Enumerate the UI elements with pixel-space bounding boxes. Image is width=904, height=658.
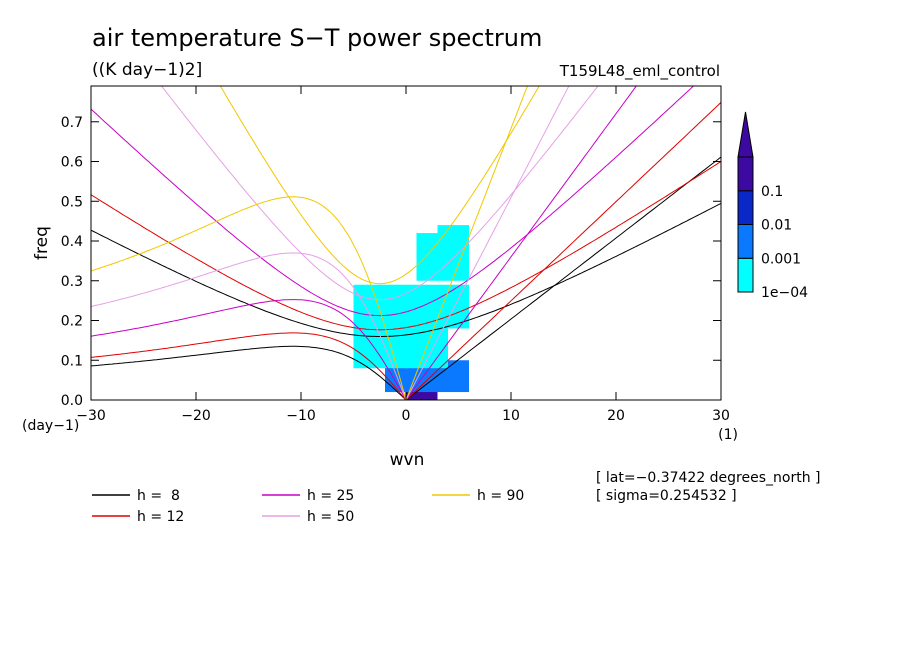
x-tick-label: 20 (607, 408, 625, 424)
y-tick-label: 0.0 (61, 393, 83, 409)
colorbar-extend-arrow (737, 111, 754, 158)
rossby-gravity-curve-h8 (91, 345, 407, 400)
y-tick-label: 0.1 (61, 353, 83, 369)
colorbar-label: 0.001 (761, 251, 801, 267)
y-tick-label: 0.3 (61, 274, 83, 290)
colorbar-segment (737, 224, 754, 259)
run-label: T159L48_eml_control (559, 62, 720, 81)
inertio-gravity-curve-h25 (91, 86, 695, 317)
inertio-gravity-curve-h12 (91, 160, 721, 331)
sigma-annotation: [ sigma=0.254532 ] (596, 488, 737, 504)
legend-label: h = 12 (137, 509, 184, 525)
rossby-gravity-curve-h90 (91, 196, 407, 400)
y-tick-label: 0.4 (61, 234, 83, 250)
kelvin-curve-h50 (405, 86, 570, 400)
curve-legend: h = 8 h = 12 h = 25 h = 50 h = 90 (92, 488, 524, 525)
legend-label: h = 25 (307, 488, 354, 504)
colorbar-segment (737, 257, 754, 293)
x-tick-label: −10 (286, 408, 316, 424)
colorbar-segment (737, 156, 754, 192)
rossby-gravity-curve-h12 (91, 332, 407, 400)
x-tick-label: 10 (502, 408, 520, 424)
x-tick-label: −30 (76, 408, 106, 424)
x-tick-label: 30 (712, 408, 730, 424)
y-unit-label: (day−1) (22, 418, 79, 434)
x-unit-label: (1) (718, 427, 738, 443)
y-tick-label: 0.7 (61, 115, 83, 131)
kelvin-curve-h90 (405, 86, 528, 400)
spectral-patch-6 (437, 225, 469, 249)
colorbar-label: 0.1 (761, 184, 783, 200)
inertio-gravity-curve-h50 (160, 86, 599, 301)
colorbar-segment (737, 190, 754, 225)
x-axis-label: wvn (390, 450, 425, 470)
axis-ticks: −30 −20 −10 0 10 20 30 0.0 0.1 0.2 0.3 0.4 0.5 0.6 0.7 (61, 86, 730, 424)
kelvin-curve-h25 (405, 86, 637, 400)
legend-label: h = 90 (477, 488, 524, 504)
y-tick-label: 0.5 (61, 194, 83, 210)
colorbar: 1e−04 0.001 0.01 0.1 (737, 111, 808, 301)
y-axis-label: freq (32, 226, 52, 260)
colorbar-label: 1e−04 (761, 285, 808, 301)
kelvin-curve-h12 (405, 101, 721, 400)
rossby-gravity-curve-h50 (91, 252, 407, 400)
y-tick-label: 0.6 (61, 155, 83, 171)
lat-annotation: [ lat=−0.37422 degrees_north ] (596, 470, 821, 486)
legend-label: h = 50 (307, 509, 354, 525)
dispersion-curves (91, 86, 721, 400)
colorbar-label: 0.01 (761, 218, 792, 234)
rossby-gravity-curve-h25 (91, 299, 407, 400)
x-tick-label: −20 (181, 408, 211, 424)
inertio-gravity-curve-h90 (219, 86, 540, 285)
inertio-gravity-curve-h8 (91, 202, 721, 337)
x-tick-label: 0 (402, 408, 411, 424)
legend-label: h = 8 (137, 488, 180, 504)
chart-title: air temperature S−T power spectrum (92, 24, 542, 52)
units-label: ((K day−1)2] (92, 60, 202, 80)
y-tick-label: 0.2 (61, 314, 83, 330)
